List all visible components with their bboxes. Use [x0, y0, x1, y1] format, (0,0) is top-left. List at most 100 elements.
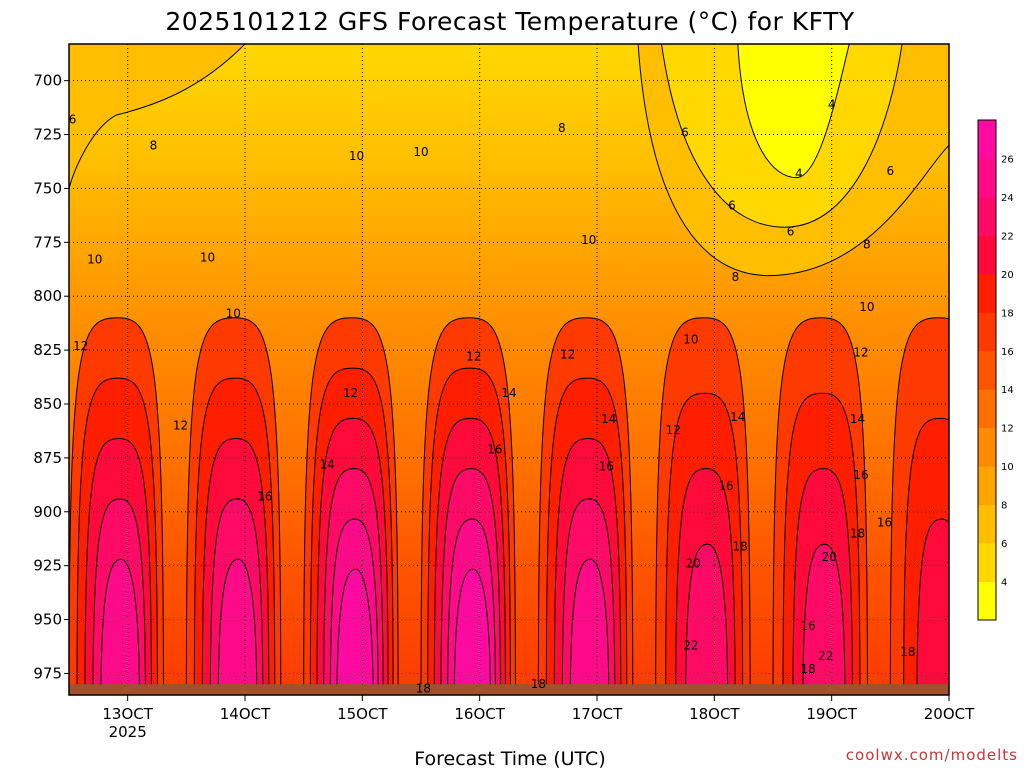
colorbar-swatch	[978, 466, 996, 506]
y-tick-label: 800	[33, 287, 62, 305]
contour-label: 20	[686, 557, 701, 571]
colorbar-tick-label: 6	[1001, 539, 1007, 550]
contour-label: 4	[828, 97, 836, 111]
contour-label: 22	[818, 649, 833, 663]
colorbar-swatch	[978, 196, 996, 236]
contour-label: 10	[349, 149, 364, 163]
contour-label: 18	[733, 539, 748, 553]
contour-label: 8	[150, 138, 158, 152]
colorbar-tick-label: 12	[1001, 424, 1014, 435]
colorbar: 4 6 8 10 12 14 16 18 20 22 24 26	[977, 119, 1014, 621]
credit-link[interactable]: coolwx.com/modelts	[846, 746, 1018, 764]
x-tick-label: 15OCT	[337, 705, 388, 723]
terrain-surface	[69, 684, 949, 695]
colorbar-tick-label: 4	[1001, 578, 1007, 589]
contour-label: 8	[863, 237, 871, 251]
contour-label: 10	[200, 250, 215, 264]
contour-label: 16	[257, 490, 272, 504]
contour-band	[737, 44, 850, 179]
contour-label: 12	[853, 345, 868, 359]
contour-label: 10	[581, 233, 596, 247]
y-tick-label: 975	[33, 664, 62, 682]
colorbar-swatch	[978, 158, 996, 198]
colorbar-swatch	[978, 312, 996, 352]
colorbar-tick-label: 16	[1001, 347, 1014, 358]
colorbar-tick-label: 10	[1001, 462, 1014, 473]
colorbar-swatch	[978, 581, 996, 621]
y-tick-label: 725	[33, 126, 62, 144]
contour-label: 14	[501, 386, 516, 400]
y-tick-label: 900	[33, 503, 62, 521]
contour-band	[336, 568, 374, 695]
colorbar-swatch	[978, 350, 996, 390]
contour-label: 6	[887, 164, 895, 178]
contour-band	[453, 568, 491, 695]
colorbar-tick-label: 14	[1001, 385, 1014, 396]
contour-label: 8	[558, 121, 566, 135]
y-tick-label: 950	[33, 611, 62, 629]
colorbar-tick-label: 22	[1001, 231, 1014, 242]
contour-label: 6	[787, 225, 795, 239]
colorbar-tick-label: 18	[1001, 308, 1014, 319]
y-axis: 700 725 750 775 800 825 850 875 900 925 950 975	[33, 72, 69, 682]
contour-label: 18	[531, 677, 546, 691]
colorbar-tick-label: 26	[1001, 154, 1014, 165]
colorbar-tick-label: 20	[1001, 270, 1014, 281]
y-tick-label: 925	[33, 557, 62, 575]
colorbar-swatch	[978, 273, 996, 313]
colorbar-tick-label: 8	[1001, 501, 1007, 512]
x-axis-label: Forecast Time (UTC)	[414, 748, 605, 768]
colorbar-frame	[977, 119, 997, 621]
contour-label: 6	[728, 199, 736, 213]
contour-band	[569, 558, 610, 695]
contour-label: 18	[850, 526, 865, 540]
contour-label: 6	[69, 112, 77, 126]
contour-label: 20	[822, 550, 837, 564]
x-tick-label: 14OCT	[220, 705, 271, 723]
contour-band	[802, 543, 846, 695]
x-tick-label: 18OCT	[689, 705, 740, 723]
colorbar-swatch	[978, 504, 996, 544]
contour-label: 10	[683, 332, 698, 346]
contour-label: 14	[319, 457, 334, 471]
y-tick-label: 750	[33, 179, 62, 197]
contour-label: 16	[718, 479, 733, 493]
contour-label: 16	[853, 468, 868, 482]
contour-label: 10	[87, 253, 102, 267]
plot-area	[69, 44, 949, 695]
y-tick-label: 700	[33, 72, 62, 90]
contour-label: 10	[413, 145, 428, 159]
contour-label: 14	[850, 412, 865, 426]
x-tick-label: 19OCT	[806, 705, 857, 723]
colorbar-swatch	[978, 120, 996, 159]
plot-frame	[68, 43, 950, 696]
contour-label: 12	[666, 423, 681, 437]
contour-band	[100, 558, 140, 695]
y-tick-label: 875	[33, 449, 62, 467]
x-tick-label: 13OCT	[102, 705, 153, 723]
contour-label: 12	[466, 350, 481, 364]
colorbar-swatch	[978, 235, 996, 275]
y-tick-label: 775	[33, 233, 62, 251]
colorbar-swatch	[978, 543, 996, 583]
contour-band	[685, 543, 729, 695]
contour-band	[69, 44, 246, 189]
contour-band	[217, 558, 258, 695]
contour-label: 14	[601, 412, 616, 426]
y-tick-label: 825	[33, 341, 62, 359]
contour-label: 8	[732, 270, 740, 284]
contour-labels: 6 8 10 10 10 10 10 8 6 4 4 6 6 6 8 8 10 10 10 12 12 12 12 12 12 1…	[69, 97, 916, 695]
x-tick-label: 20OCT	[924, 705, 975, 723]
colorbar-swatch	[978, 427, 996, 467]
contour-label: 18	[416, 682, 431, 696]
y-tick-label: 850	[33, 395, 62, 413]
contour-label: 18	[900, 645, 915, 659]
colorbar-tick-label: 24	[1001, 193, 1014, 204]
contour-label: 12	[560, 347, 575, 361]
contour-label: 6	[681, 125, 689, 139]
colorbar-swatch	[978, 389, 996, 429]
contour-label: 16	[877, 516, 892, 530]
contour-label: 16	[801, 619, 816, 633]
contour-label: 14	[730, 410, 745, 424]
